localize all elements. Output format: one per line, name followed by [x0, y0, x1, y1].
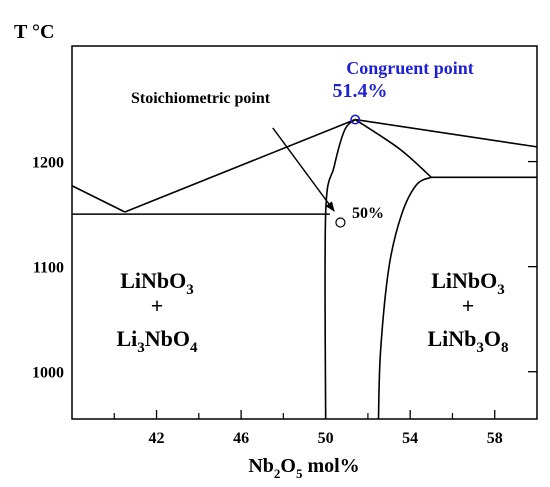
x-axis-title: Nb2O5 mol%: [248, 455, 359, 481]
svg-text:+: +: [151, 293, 164, 318]
svg-text:Li3NbO4: Li3NbO4: [116, 326, 198, 356]
y-tick-label: 1200: [32, 155, 64, 172]
x-tick-label: 42: [149, 430, 165, 447]
congruent-point-value: 51.4%: [333, 80, 388, 102]
svg-text:+: +: [462, 293, 475, 318]
x-tick-label: 58: [487, 430, 503, 447]
x-tick-label: 50: [318, 430, 334, 447]
curve-liquidus-right: [355, 118, 538, 148]
region-right-label: LiNbO3 + LiNb3O8: [427, 268, 508, 356]
stoichiometric-point-marker: [335, 217, 346, 228]
curve-left-liquidus: [71, 185, 126, 213]
stoichiometric-arrow: [272, 127, 335, 212]
svg-text:LiNb3O8: LiNb3O8: [427, 326, 508, 356]
curve-solvus-right: [377, 176, 432, 420]
plot-frame: [71, 45, 538, 420]
phase-boundaries: [71, 118, 538, 420]
axis-ticks: 42 46 50 54 58 1000 1100 1200: [32, 155, 537, 447]
curve-liquidus-to-eutectic: [354, 118, 432, 178]
x-tick-label: 54: [402, 430, 418, 447]
svg-text:LiNbO3: LiNbO3: [120, 268, 194, 298]
y-tick-label: 1000: [32, 365, 64, 382]
svg-text:LiNbO3: LiNbO3: [431, 268, 505, 298]
stoichiometric-point-label: Stoichiometric point: [131, 90, 271, 107]
congruent-point-label: Congruent point: [346, 58, 474, 78]
curve-liquidus-left: [124, 118, 356, 213]
stoichiometric-point-value: 50%: [352, 205, 384, 222]
x-tick-label: 46: [233, 430, 249, 447]
curve-solidus-left: [324, 118, 356, 420]
y-axis-title: T °C: [14, 21, 54, 43]
congruent-point-marker: [350, 114, 361, 125]
y-tick-label: 1100: [33, 260, 64, 277]
region-left-label: LiNbO3 + Li3NbO4: [116, 268, 198, 356]
